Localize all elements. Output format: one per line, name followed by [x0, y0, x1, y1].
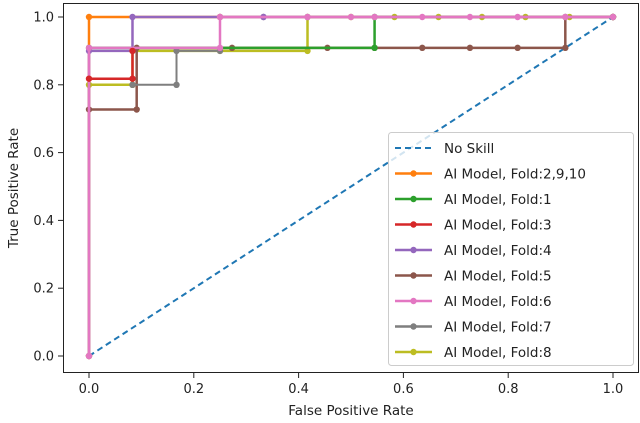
legend-item: AI Model, Fold:8 — [395, 345, 552, 361]
x-tick-label: 0.6 — [393, 382, 414, 397]
legend-box — [388, 132, 634, 366]
y-tick-label: 1.0 — [33, 11, 54, 26]
legend-item: No Skill — [395, 141, 494, 157]
series-0 — [88, 16, 614, 357]
legend-item: AI Model, Fold:2,9,10 — [395, 167, 586, 183]
x-axis-ticks: 0.0 0.2 0.4 0.6 0.8 1.0 — [79, 373, 624, 397]
x-tick-label: 0.2 — [183, 382, 204, 397]
series-3 — [85, 47, 136, 82]
legend-label: No Skill — [444, 141, 494, 157]
x-tick-label: 0.4 — [288, 382, 309, 397]
legend-item: AI Model, Fold:3 — [395, 218, 552, 234]
x-tick-label: 1.0 — [603, 382, 624, 397]
legend-item: AI Model, Fold:5 — [395, 269, 552, 285]
y-axis-label: True Positive Rate — [6, 128, 22, 249]
y-tick-label: 0.2 — [33, 282, 54, 297]
legend: No Skill AI Model, Fold:2,9,10 AI Model, F… — [388, 132, 634, 366]
legend-label: AI Model, Fold:4 — [444, 243, 552, 259]
legend-label: AI Model, Fold:3 — [444, 218, 552, 234]
x-tick-label: 0.8 — [498, 382, 519, 397]
legend-label: AI Model, Fold:5 — [444, 269, 552, 285]
series-layer — [85, 13, 617, 360]
legend-item: AI Model, Fold:4 — [395, 243, 552, 259]
y-axis-ticks: 0.0 0.2 0.4 0.6 0.8 1.0 — [33, 11, 63, 365]
y-tick-label: 0.0 — [33, 350, 54, 365]
legend-label: AI Model, Fold:2,9,10 — [444, 167, 586, 183]
x-axis-label: False Positive Rate — [288, 403, 413, 419]
legend-label: AI Model, Fold:1 — [444, 192, 552, 208]
legend-label: AI Model, Fold:8 — [444, 345, 552, 361]
x-tick-label: 0.0 — [79, 382, 100, 397]
legend-label: AI Model, Fold:7 — [444, 320, 552, 336]
legend-item: AI Model, Fold:7 — [395, 320, 552, 336]
legend-item: AI Model, Fold:6 — [395, 294, 552, 310]
legend-label: AI Model, Fold:6 — [444, 294, 552, 310]
y-tick-label: 0.6 — [33, 146, 54, 161]
series-6 — [85, 13, 617, 360]
y-tick-label: 0.8 — [33, 78, 54, 93]
y-tick-label: 0.4 — [33, 214, 54, 229]
legend-item: AI Model, Fold:1 — [395, 192, 552, 208]
